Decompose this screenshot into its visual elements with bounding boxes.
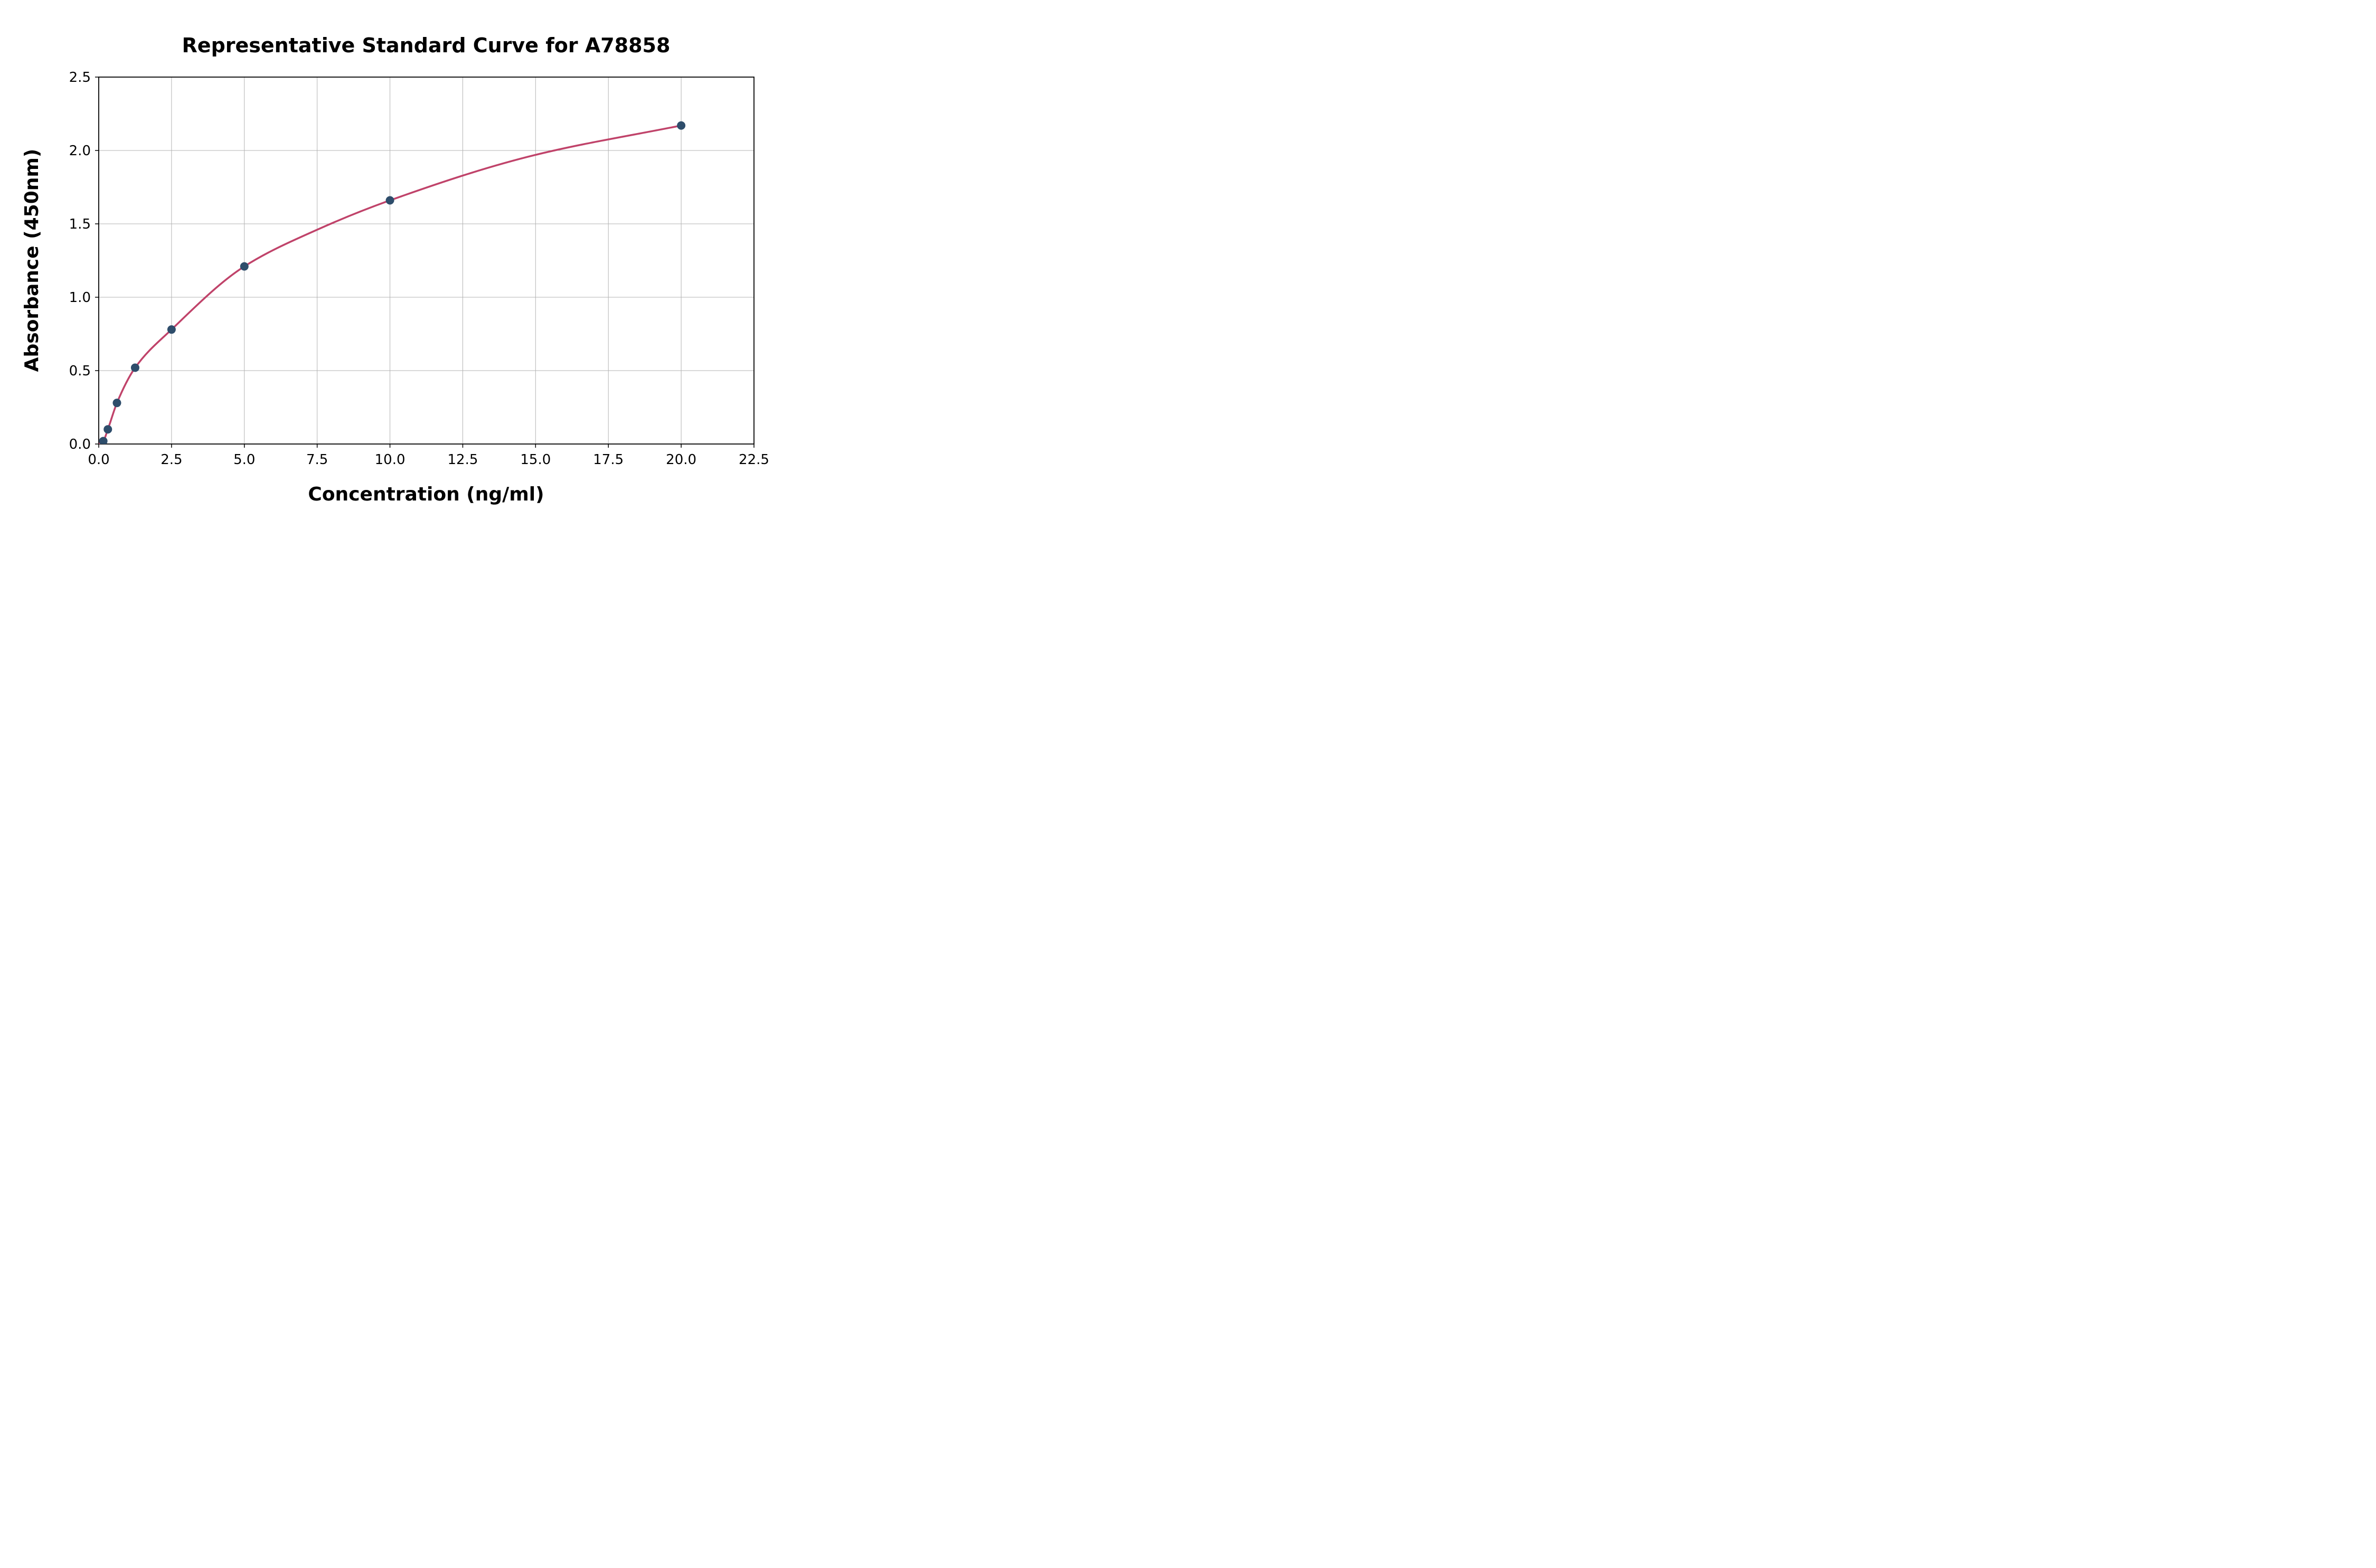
y-axis-label: Absorbance (450nm) xyxy=(21,149,43,372)
axis-ticks xyxy=(95,77,755,448)
x-tick-label: 10.0 xyxy=(375,452,406,468)
data-point xyxy=(130,363,139,372)
x-tick-label: 12.5 xyxy=(447,452,478,468)
x-tick-label: 5.0 xyxy=(233,452,255,468)
y-tick-label: 0.0 xyxy=(69,437,91,452)
x-tick-label: 15.0 xyxy=(520,452,551,468)
x-tick-label: 2.5 xyxy=(161,452,182,468)
data-point xyxy=(112,399,121,408)
data-point xyxy=(99,437,108,444)
data-points xyxy=(99,121,686,444)
chart-title: Representative Standard Curve for A78858 xyxy=(182,34,671,57)
y-tick-label: 1.5 xyxy=(69,216,91,232)
x-axis-label: Concentration (ng/ml) xyxy=(308,484,544,505)
gridlines xyxy=(98,77,755,445)
x-tick-label: 7.5 xyxy=(306,452,328,468)
data-point xyxy=(677,121,686,130)
y-tick-label: 2.0 xyxy=(69,143,91,159)
x-tick-label: 17.5 xyxy=(593,452,624,468)
y-tick-label: 2.5 xyxy=(69,70,91,86)
y-tick-label: 1.0 xyxy=(69,290,91,306)
plot-frame xyxy=(98,77,755,445)
x-tick-label: 22.5 xyxy=(739,452,769,468)
data-point xyxy=(240,262,249,271)
standard-curve-chart: 0.0 2.5 5.0 7.5 10.0 12.5 15.0 17.5 20.0 22.5 0.0 0… xyxy=(21,34,769,505)
figure: 0.0 2.5 5.0 7.5 10.0 12.5 15.0 17.5 20.0 22.5 0.0 0… xyxy=(0,0,792,523)
data-point xyxy=(385,196,394,205)
tick-labels: 0.0 2.5 5.0 7.5 10.0 12.5 15.0 17.5 20.0 22.5 0.0 0… xyxy=(69,70,769,468)
data-point xyxy=(167,325,176,334)
y-tick-label: 0.5 xyxy=(69,363,91,379)
x-tick-label: 20.0 xyxy=(666,452,696,468)
data-point xyxy=(103,425,112,434)
x-tick-label: 0.0 xyxy=(88,452,109,468)
